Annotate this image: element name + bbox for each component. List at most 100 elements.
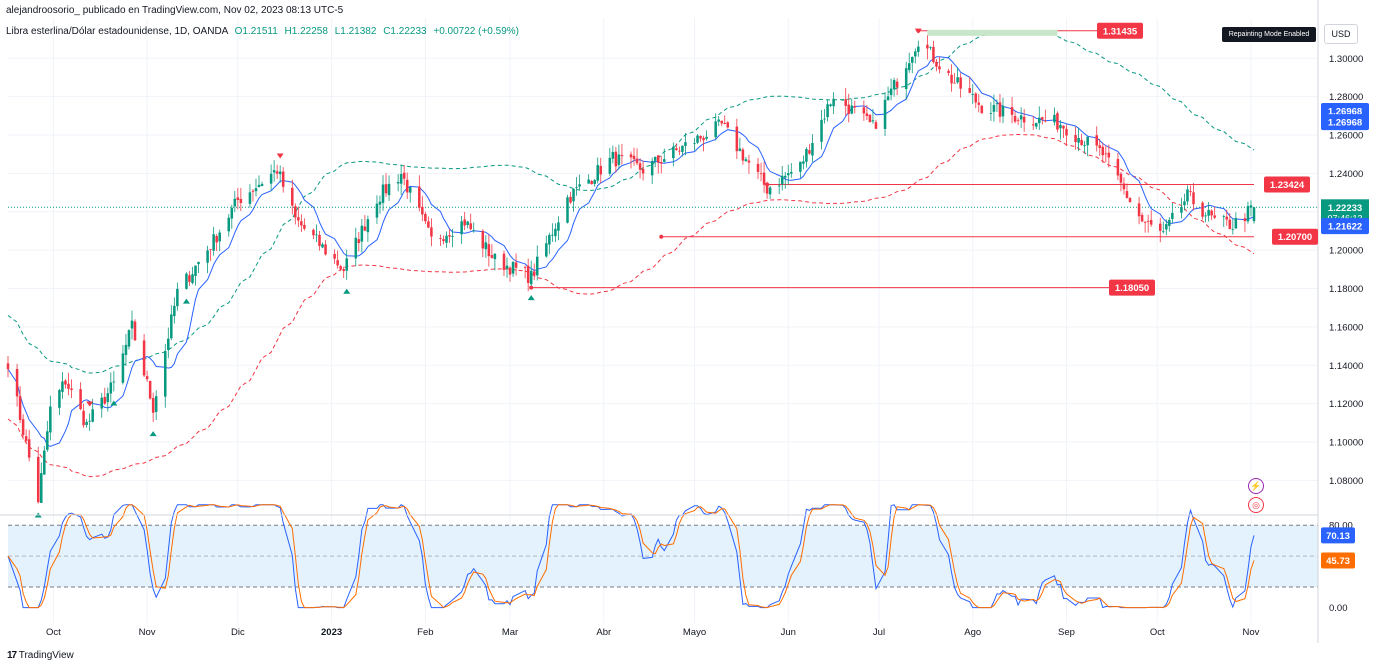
candle-body xyxy=(300,221,303,226)
candle-body xyxy=(85,421,88,425)
candle-body xyxy=(421,206,424,215)
candle-body xyxy=(445,235,448,243)
candle-body xyxy=(363,226,367,231)
candle-body xyxy=(557,222,560,231)
candle-body xyxy=(1062,125,1065,129)
candle-body xyxy=(914,51,917,57)
repainting-badge: Repainting Mode Enabled xyxy=(1222,27,1316,42)
candle-body xyxy=(1186,189,1189,202)
currency-button[interactable]: USD xyxy=(1324,24,1358,44)
candle-body xyxy=(27,439,31,458)
candle-body xyxy=(596,165,600,181)
buy-signal-marker xyxy=(110,400,118,406)
candlestick-series xyxy=(6,35,1256,504)
candle-body xyxy=(575,187,578,189)
candle-body xyxy=(968,88,971,93)
candle-body xyxy=(212,234,215,251)
candle-body xyxy=(294,206,297,218)
candle-body xyxy=(844,99,847,106)
candle-body xyxy=(487,244,491,257)
candle-body xyxy=(469,223,472,230)
published-line: alejandroosorio_ publicado en TradingVie… xyxy=(6,5,344,16)
buy-signal-marker xyxy=(527,295,535,301)
last-price-label: 1.22233 xyxy=(1328,203,1362,214)
level-anchor-dot xyxy=(659,234,664,239)
candle-body xyxy=(638,163,642,170)
ohlc-close: C1.22233 xyxy=(383,26,427,37)
candle-body xyxy=(230,207,234,219)
candle-body xyxy=(43,450,46,475)
target-icon[interactable]: ◎ xyxy=(1248,497,1264,513)
candle-body xyxy=(650,160,654,176)
candle-body xyxy=(929,46,932,48)
candle-body xyxy=(145,376,149,380)
candle-body xyxy=(275,171,279,174)
candle-body xyxy=(959,77,962,89)
candle-body xyxy=(1128,198,1132,203)
candle-body xyxy=(381,184,385,203)
candle-body xyxy=(260,183,264,186)
candle-body xyxy=(741,149,745,161)
time-tick-label: Oct xyxy=(1150,627,1165,638)
candle-body xyxy=(163,351,167,397)
candle-body xyxy=(472,230,476,231)
candle-body xyxy=(1101,146,1105,156)
candle-body xyxy=(904,68,908,90)
candle-body xyxy=(672,146,675,159)
buy-signal-marker xyxy=(149,431,157,437)
candle-body xyxy=(100,397,104,409)
price-tick-label: 1.28000 xyxy=(1329,92,1363,103)
time-tick-label: Oct xyxy=(46,627,61,638)
stoch-d-value-label: 45.73 xyxy=(1326,556,1350,567)
candle-body xyxy=(738,148,742,151)
candle-body xyxy=(336,260,339,266)
ma-price-label-bg xyxy=(1321,218,1369,235)
stoch-d-value-label-bg xyxy=(1321,552,1355,569)
time-tick-label: 2023 xyxy=(321,627,342,638)
candle-body xyxy=(1034,122,1038,127)
ma-price-label: 1.21622 xyxy=(1328,222,1362,233)
candle-body xyxy=(39,473,43,503)
candle-body xyxy=(405,179,409,193)
candle-body xyxy=(1243,218,1247,222)
candle-body xyxy=(971,93,975,95)
time-tick-label: Nov xyxy=(139,627,156,638)
ma-price-label: 1.26968 xyxy=(1328,107,1362,118)
candle-body xyxy=(632,155,636,160)
candle-body xyxy=(823,118,826,120)
candle-body xyxy=(239,199,243,204)
candle-body xyxy=(269,173,273,184)
candle-body xyxy=(312,229,315,236)
candle-body xyxy=(427,221,430,228)
oscillator-tick-label: 0.00 xyxy=(1329,603,1348,614)
candle-body xyxy=(720,120,723,124)
candle-body xyxy=(756,163,760,172)
candle-body xyxy=(1019,115,1023,120)
candle-body xyxy=(103,397,107,404)
candle-body xyxy=(998,102,1002,117)
candle-body xyxy=(402,172,406,179)
candle-body xyxy=(829,104,832,107)
candle-body xyxy=(635,158,639,164)
bolt-icon[interactable]: ⚡ xyxy=(1248,478,1264,494)
candle-body xyxy=(1059,124,1062,129)
candle-body xyxy=(1189,191,1192,193)
candle-body xyxy=(1098,145,1102,148)
candle-body xyxy=(357,239,361,244)
sell-signal-marker xyxy=(276,153,284,159)
candle-body xyxy=(1252,207,1256,222)
candle-body xyxy=(514,262,518,268)
candle-body xyxy=(545,243,548,257)
candle-body xyxy=(24,436,28,441)
candle-body xyxy=(502,253,506,270)
symbol-name[interactable]: Libra esterlina/Dólar estadounidense, 1D… xyxy=(6,26,228,37)
candle-body xyxy=(91,409,94,422)
candle-body xyxy=(868,114,872,123)
candle-body xyxy=(883,99,887,129)
candle-body xyxy=(36,456,40,503)
candle-body xyxy=(194,265,197,276)
candle-body xyxy=(418,186,421,208)
time-tick-label: Sep xyxy=(1058,627,1075,638)
candle-body xyxy=(599,166,603,175)
